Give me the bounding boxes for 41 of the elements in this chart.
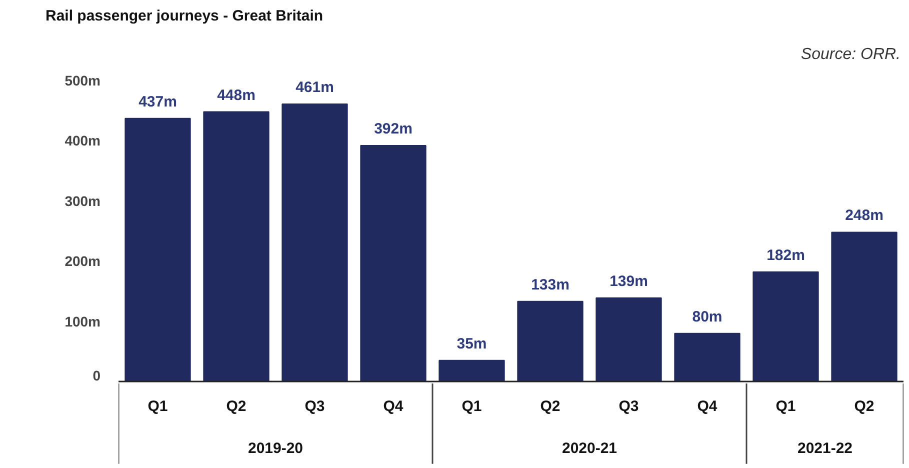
data-label: 182m <box>766 246 805 264</box>
bar <box>438 360 505 382</box>
data-label: 448m <box>217 86 256 104</box>
bar <box>674 332 740 382</box>
y-tick-label: 100m <box>64 313 101 330</box>
text: 2021-22 <box>797 440 853 457</box>
x-tick-label: Q3 <box>618 398 639 415</box>
x-tick-label: Q3 <box>304 398 325 415</box>
bar <box>596 297 662 382</box>
x-tick-label: Q4 <box>697 398 718 415</box>
x-tick-label: Q1 <box>148 398 168 415</box>
bar <box>517 300 584 382</box>
y-tick-label: 200m <box>64 253 101 270</box>
y-tick-label: 500m <box>64 72 101 88</box>
y-tick-label: 300m <box>64 192 101 209</box>
text: 2019-20 <box>248 440 304 457</box>
x-tick-label: Q1 <box>462 398 482 415</box>
bar <box>282 103 348 382</box>
source-note: Source: ORR. <box>800 46 901 64</box>
x-tick-label: Q2 <box>854 398 874 415</box>
x-tick-label: Q4 <box>383 398 404 415</box>
data-label: 80m <box>692 308 722 326</box>
data-label: 461m <box>296 78 334 96</box>
chart-title: Rail passenger journeys - Great Britain <box>46 8 324 24</box>
bar <box>752 271 819 382</box>
text: 2020-21 <box>562 440 618 457</box>
bar <box>360 145 426 382</box>
y-tick-label: 0 <box>92 368 101 384</box>
data-label: 248m <box>845 207 884 224</box>
bar <box>203 111 270 382</box>
data-label: 139m <box>610 272 648 290</box>
x-tick-label: Q2 <box>540 398 560 415</box>
y-tick-label: 400m <box>64 132 101 149</box>
data-label: 133m <box>531 276 570 294</box>
data-label: 437m <box>138 93 177 110</box>
data-label: 35m <box>456 335 487 352</box>
bar <box>831 232 898 382</box>
bar <box>124 118 191 382</box>
x-tick-label: Q2 <box>226 398 246 415</box>
data-label: 392m <box>374 120 412 138</box>
x-tick-label: Q1 <box>776 398 796 415</box>
